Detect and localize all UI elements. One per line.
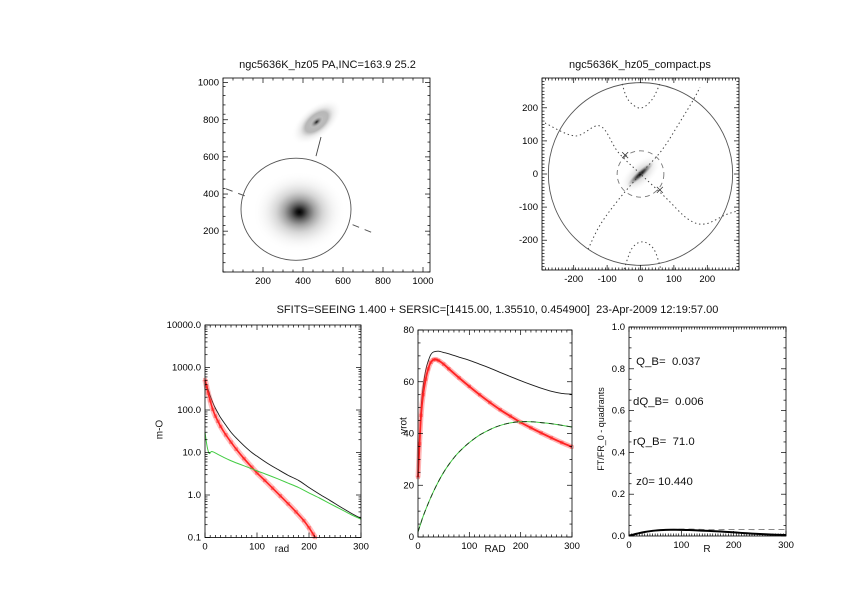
- x-axis-label-r: R: [703, 544, 711, 555]
- svg-text:1000.0: 1000.0: [172, 363, 201, 374]
- svg-text:200: 200: [726, 540, 742, 551]
- svg-text:600: 600: [335, 276, 351, 287]
- svg-text:0.4: 0.4: [612, 447, 625, 458]
- title-top-right: ngc5636K_hz05_compact.ps: [569, 59, 711, 71]
- fit-results-annotation: Q_B= 0.037 dQ_B= 0.006 rQ_B= 71.0 z0= 10…: [633, 329, 704, 517]
- svg-text:1.0: 1.0: [188, 490, 201, 501]
- svg-text:0.8: 0.8: [612, 364, 625, 375]
- title-bottom-fit: SFITS=SEEING 1.400 + SERSIC=[1415.00, 1.…: [276, 304, 719, 316]
- svg-text:200: 200: [699, 274, 715, 285]
- svg-text:300: 300: [564, 541, 580, 552]
- svg-text:800: 800: [375, 276, 391, 287]
- svg-text:-200: -200: [564, 274, 583, 285]
- svg-text:100: 100: [666, 274, 682, 285]
- svg-text:1000: 1000: [412, 276, 433, 287]
- plot-compact-velocity: -200 -100 0 100 200 -200 -100 0 100 200: [519, 77, 740, 285]
- svg-text:0: 0: [202, 542, 207, 553]
- svg-text:400: 400: [203, 189, 219, 200]
- svg-text:100: 100: [522, 136, 538, 147]
- plot-galaxy-field: 200 400 600 800 1000 200 400 600 800 1000: [198, 77, 434, 287]
- svg-text:-100: -100: [519, 202, 538, 213]
- x-axis-label-rad: rad: [274, 544, 290, 555]
- svg-text:800: 800: [203, 115, 219, 126]
- svg-text:0.2: 0.2: [612, 489, 625, 500]
- svg-text:200: 200: [203, 226, 219, 237]
- svg-text:300: 300: [778, 540, 794, 551]
- svg-text:0: 0: [533, 169, 538, 180]
- plot-brightness-profile: 0 100 200 300 10000.0 1000.0 100.0 10.0 1.0 0.1: [167, 320, 369, 553]
- plot-fourier-quadrants: 0 100 200 300 0.0 0.2 0.4 0.6 0.8 1.0: [612, 322, 794, 551]
- svg-text:0: 0: [415, 541, 420, 552]
- svg-text:60: 60: [403, 377, 414, 388]
- svg-text:400: 400: [295, 276, 311, 287]
- svg-text:1000: 1000: [198, 78, 219, 89]
- svg-text:200: 200: [255, 276, 271, 287]
- svg-text:200: 200: [522, 103, 538, 114]
- svg-text:10.0: 10.0: [183, 448, 202, 459]
- svg-text:200: 200: [301, 542, 317, 553]
- svg-text:0.0: 0.0: [612, 531, 625, 542]
- svg-text:0: 0: [409, 532, 414, 543]
- y-axis-label-ftfr: FT/FR_0 - quadrants: [596, 387, 606, 471]
- svg-text:1.0: 1.0: [612, 322, 625, 333]
- annotation-qb: Q_B= 0.037: [633, 355, 701, 368]
- svg-text:40: 40: [403, 429, 414, 440]
- svg-text:100: 100: [673, 540, 689, 551]
- svg-text:0: 0: [626, 540, 631, 551]
- svg-text:100.0: 100.0: [177, 405, 201, 416]
- svg-text:80: 80: [403, 325, 414, 336]
- plot-rotation-curve: 0 100 200 300 0 20 40 60 80: [403, 325, 580, 552]
- svg-text:200: 200: [513, 541, 529, 552]
- annotation-dqb: dQ_B= 0.006: [633, 396, 704, 409]
- x-axis-label-rad-caps: RAD: [484, 544, 506, 555]
- title-top-left: ngc5636K_hz05 PA,INC=163.9 25.2: [239, 59, 416, 71]
- svg-text:10000.0: 10000.0: [167, 320, 201, 331]
- svg-text:100: 100: [461, 541, 477, 552]
- y-axis-label-brightness: m-O: [154, 419, 166, 440]
- svg-text:300: 300: [353, 542, 369, 553]
- svg-text:100: 100: [249, 542, 265, 553]
- svg-text:600: 600: [203, 152, 219, 163]
- annotation-z0: z0= 10.440: [633, 476, 693, 489]
- annotation-rqb: rQ_B= 71.0: [633, 436, 695, 449]
- svg-text:0.1: 0.1: [188, 533, 201, 544]
- svg-text:0: 0: [638, 274, 643, 285]
- svg-text:-100: -100: [598, 274, 617, 285]
- svg-text:-200: -200: [519, 235, 538, 246]
- svg-text:0.6: 0.6: [612, 406, 625, 417]
- svg-text:20: 20: [403, 480, 414, 491]
- y-axis-label-vrot: vrot: [398, 417, 410, 434]
